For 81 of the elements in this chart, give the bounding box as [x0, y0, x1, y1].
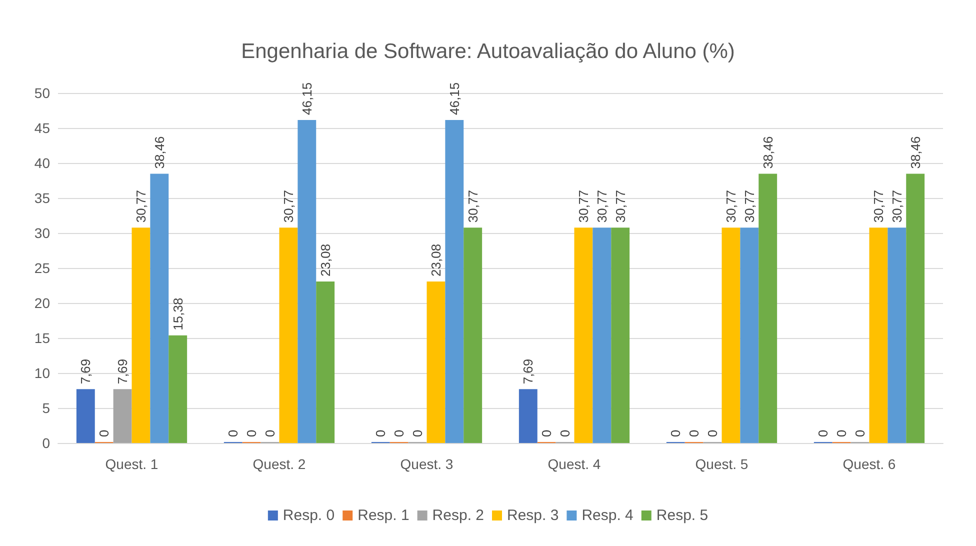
- bar: [298, 120, 316, 443]
- bar: [888, 228, 906, 443]
- legend-label: Resp. 4: [582, 507, 634, 524]
- data-label: 30,77: [742, 190, 757, 223]
- data-label: 30,77: [889, 190, 904, 223]
- data-label: 0: [816, 430, 831, 437]
- x-tick-label: Quest. 4: [548, 456, 601, 472]
- chart-title: Engenharia de Software: Autoavaliação do Aluno (%): [241, 40, 735, 63]
- data-label: 0: [852, 430, 868, 437]
- data-label: 0: [410, 430, 426, 437]
- x-tick-label: Quest. 1: [105, 456, 158, 472]
- x-tick-label: Quest. 2: [252, 456, 306, 472]
- bar: [740, 228, 759, 443]
- bar: [168, 335, 188, 443]
- x-tick-label: Quest. 3: [400, 456, 454, 472]
- data-label: 0: [392, 430, 407, 437]
- bar: [869, 228, 888, 443]
- data-label: 0: [262, 430, 278, 437]
- bar: [518, 389, 538, 443]
- bar: [722, 228, 740, 443]
- data-label: 0: [226, 430, 241, 437]
- data-label: 30,77: [133, 190, 148, 223]
- legend-label: Resp. 3: [507, 507, 559, 524]
- bar: [316, 281, 335, 443]
- data-label: 15,38: [170, 298, 186, 330]
- data-label: 0: [373, 430, 388, 437]
- bar: [76, 389, 95, 443]
- bar: [758, 174, 778, 443]
- data-label: 23,08: [428, 244, 444, 276]
- data-label: 30,77: [465, 190, 480, 223]
- bar: [426, 281, 446, 443]
- x-tick-label: Quest. 5: [695, 456, 748, 472]
- bar: [279, 228, 298, 443]
- data-label: 7,69: [78, 358, 94, 384]
- y-tick-label: 35: [34, 190, 50, 206]
- bar: [113, 389, 132, 443]
- data-label: 38,46: [152, 136, 167, 169]
- data-label: 23,08: [318, 244, 333, 276]
- y-tick-label: 0: [42, 435, 50, 451]
- bar: [150, 174, 169, 443]
- data-label: 46,15: [299, 82, 314, 115]
- data-label: 0: [668, 430, 684, 437]
- legend-label: Resp. 1: [358, 507, 410, 524]
- data-label: 0: [244, 430, 260, 437]
- data-label: 46,15: [446, 82, 462, 115]
- legend-label: Resp. 2: [432, 507, 484, 524]
- data-label: 30,77: [576, 190, 591, 223]
- legend-label: Resp. 5: [656, 507, 708, 524]
- data-label: 30,77: [594, 190, 610, 223]
- bar: [132, 228, 150, 443]
- data-label: 0: [539, 430, 554, 437]
- data-label: 30,77: [612, 190, 628, 223]
- y-tick-label: 40: [34, 155, 50, 171]
- bar: [906, 174, 925, 443]
- y-tick-label: 5: [42, 400, 50, 416]
- y-tick-label: 45: [34, 120, 50, 136]
- data-label: 38,46: [908, 136, 923, 169]
- data-label: 0: [96, 430, 112, 437]
- data-label: 30,77: [870, 190, 886, 223]
- x-tick-label: Quest. 6: [842, 456, 896, 472]
- data-label: 38,46: [760, 136, 776, 169]
- bar: [611, 228, 630, 443]
- legend-label: Resp. 0: [282, 507, 335, 524]
- data-label: 0: [834, 430, 850, 437]
- data-label: 0: [705, 430, 720, 437]
- data-label: 0: [686, 430, 702, 437]
- data-label: 7,69: [520, 358, 536, 384]
- data-label: 7,69: [115, 358, 130, 384]
- y-tick-label: 50: [34, 85, 50, 101]
- data-label: 0: [558, 430, 573, 437]
- bar: [464, 228, 482, 443]
- bar: [592, 228, 612, 443]
- y-tick-label: 20: [34, 295, 50, 311]
- bar: [574, 228, 593, 443]
- data-label: 30,77: [280, 190, 296, 223]
- y-tick-label: 30: [34, 225, 50, 241]
- y-tick-label: 15: [34, 330, 50, 346]
- y-tick-label: 10: [34, 365, 50, 381]
- bar: [445, 120, 464, 443]
- y-tick-label: 25: [34, 260, 50, 276]
- data-label: 30,77: [723, 190, 738, 223]
